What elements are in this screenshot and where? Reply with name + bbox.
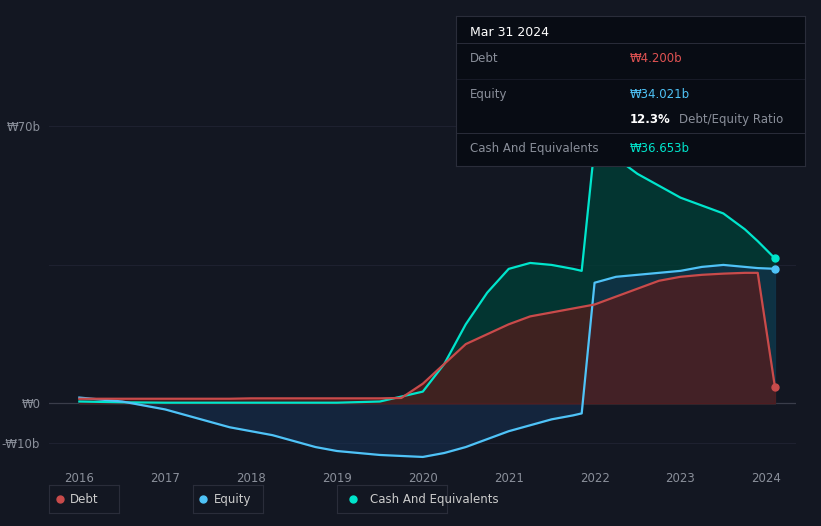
Text: Debt/Equity Ratio: Debt/Equity Ratio	[679, 113, 783, 126]
Text: Cash And Equivalents: Cash And Equivalents	[470, 141, 599, 155]
Text: Debt: Debt	[71, 493, 99, 505]
Text: ₩4.200b: ₩4.200b	[631, 52, 683, 65]
Text: Debt: Debt	[470, 52, 498, 65]
Text: ₩34.021b: ₩34.021b	[631, 88, 690, 101]
Text: 12.3%: 12.3%	[631, 113, 671, 126]
Text: Equity: Equity	[213, 493, 251, 505]
Text: Cash And Equivalents: Cash And Equivalents	[369, 493, 498, 505]
Text: Mar 31 2024: Mar 31 2024	[470, 26, 548, 39]
Text: Equity: Equity	[470, 88, 507, 101]
Text: ₩36.653b: ₩36.653b	[631, 141, 690, 155]
